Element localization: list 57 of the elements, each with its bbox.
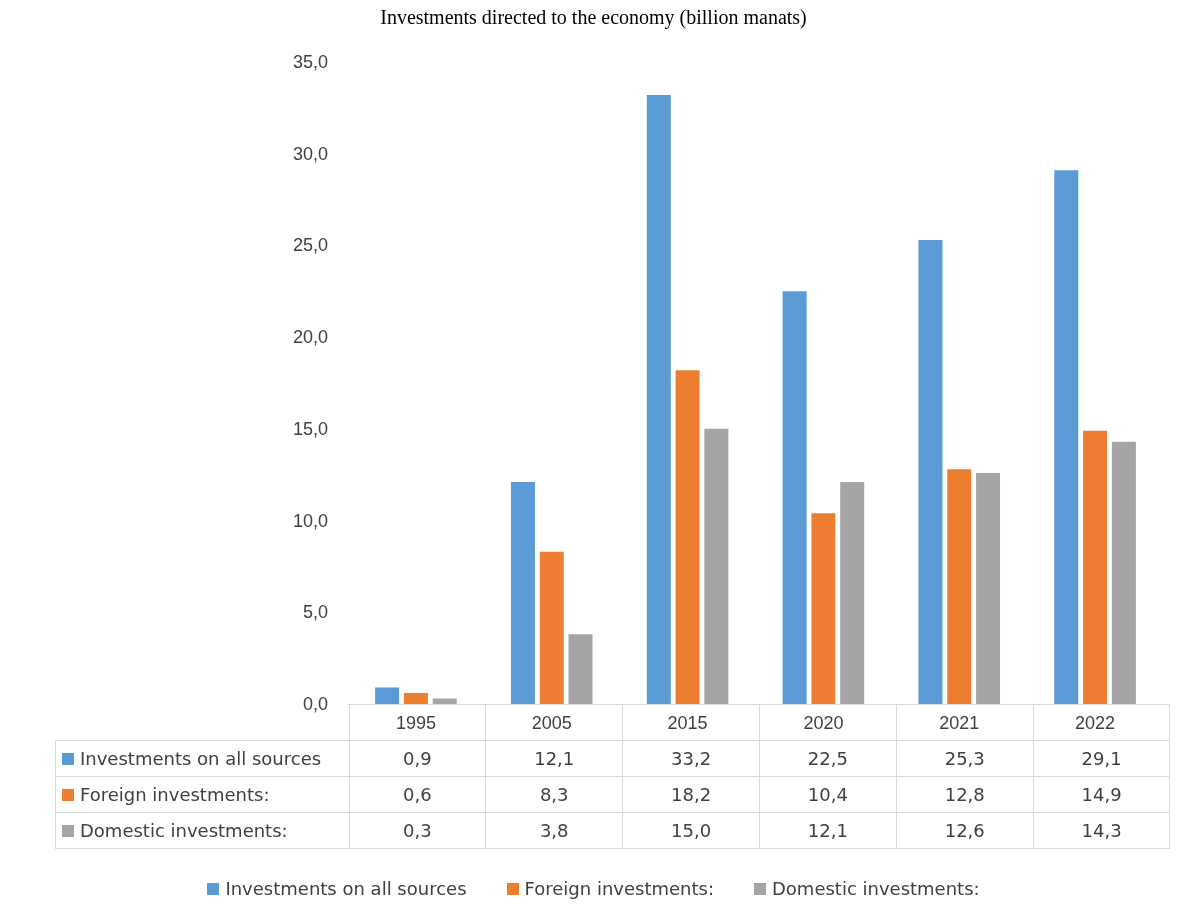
text: Investments on all sources: [225, 878, 467, 899]
data-label: 10,4: [759, 776, 897, 813]
legend-label: Foreign investments:: [55, 776, 349, 813]
legend-label: Domestic investments:: [770, 878, 980, 899]
bar: [811, 513, 836, 704]
data-label: 15,0: [622, 812, 760, 849]
bar: [782, 291, 807, 704]
text: Domestic investments:: [80, 820, 288, 841]
bar: [510, 482, 535, 704]
data-label: 29,1: [1033, 740, 1170, 777]
bar: [646, 95, 671, 704]
y-tick-label: 20,0: [292, 327, 328, 348]
data-label: 25,3: [896, 740, 1034, 777]
data-label: 18,2: [622, 776, 760, 813]
bar: [704, 428, 729, 704]
data-label: 0,3: [349, 812, 486, 849]
x-tick-label: 2005: [531, 713, 572, 733]
data-label: 12,1: [485, 740, 623, 777]
x-tick-label: 2022: [1075, 713, 1116, 733]
x-tick-label: 2021: [939, 713, 980, 733]
y-tick-label: 5,0: [302, 602, 328, 623]
y-tick-label: 10,0: [292, 510, 328, 531]
data-label: 33,2: [622, 740, 760, 777]
text: Foreign investments:: [524, 878, 714, 899]
bar: [840, 482, 865, 704]
data-label: 12,1: [759, 812, 897, 849]
x-tick-label: 1995: [395, 713, 436, 733]
y-tick-label: 15,0: [292, 418, 328, 439]
data-label: 3,8: [485, 812, 623, 849]
bar: [432, 698, 457, 704]
y-tick-label: 35,0: [292, 52, 328, 72]
bar: [976, 472, 1001, 704]
data-label: 0,6: [349, 776, 486, 813]
chart-title: Investments directed to the economy (billion manats): [379, 6, 808, 29]
data-label: 14,3: [1033, 812, 1170, 849]
bar: [539, 551, 564, 704]
data-label: 14,9: [1033, 776, 1170, 813]
bar: [1083, 430, 1108, 704]
bar: [947, 469, 972, 704]
bar: [1111, 441, 1136, 704]
y-tick-label: 30,0: [292, 143, 328, 164]
y-tick-label: 25,0: [292, 235, 328, 256]
bar: [568, 634, 593, 704]
data-label: 12,8: [896, 776, 1034, 813]
data-label: 12,6: [896, 812, 1034, 849]
bar: [1054, 170, 1079, 704]
data-label: 8,3: [485, 776, 623, 813]
bar: [918, 239, 943, 704]
bar: [675, 370, 700, 704]
data-label: 0,9: [349, 740, 486, 777]
legend-label: Investments on all sources: [55, 740, 349, 777]
y-tick-label: 0,0: [302, 694, 328, 714]
bar: [403, 692, 428, 704]
x-tick-label: 2015: [667, 713, 708, 733]
x-tick-label: 2020: [803, 713, 844, 733]
data-label: 22,5: [759, 740, 897, 777]
bar: [375, 687, 400, 704]
